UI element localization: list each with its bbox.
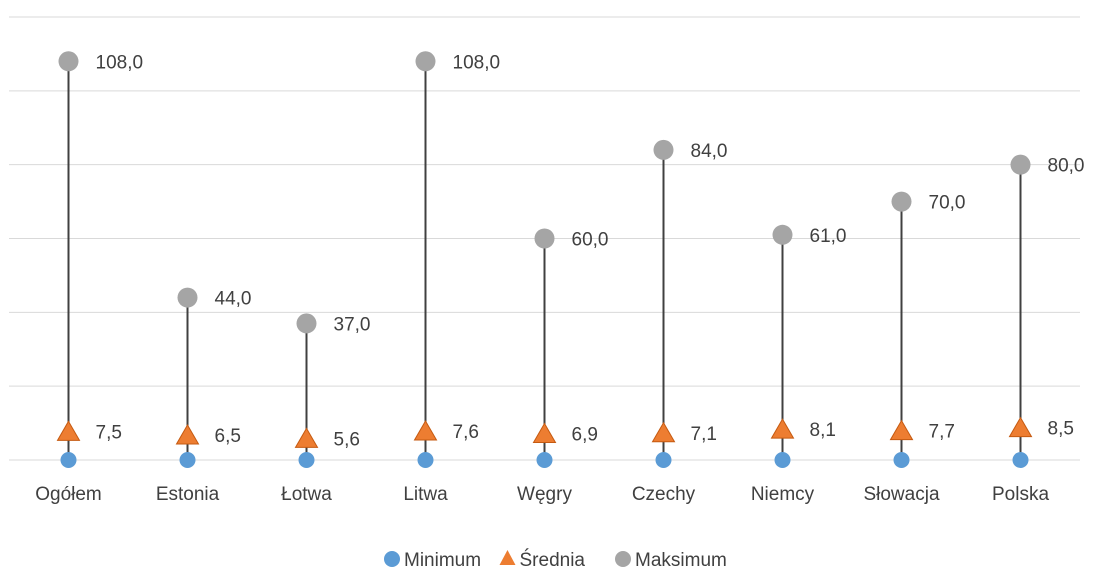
max-data-label: 61,0 [810,226,847,247]
min-marker [655,452,672,468]
avg-data-label: 7,5 [96,422,122,443]
legend-label: Minimum [404,550,481,571]
avg-marker [770,418,795,439]
data-labels: 108,0 7,5 44,0 6,5 37,0 5,6 108,0 7,6 60,0 6,9 84,… [96,52,1085,450]
avg-data-label: 8,1 [810,420,836,441]
category-label: Polska [992,484,1049,505]
avg-data-label: 7,6 [453,422,479,443]
avg-data-label: 5,6 [334,429,360,450]
min-marker [179,452,196,468]
category-label: Ogółem [35,484,102,505]
min-marker [893,452,910,468]
max-data-label: 108,0 [96,52,144,73]
legend-circle-marker [384,551,400,567]
data-markers [56,51,1033,468]
avg-data-label: 7,1 [691,424,717,445]
avg-marker [651,421,676,443]
min-marker [417,452,434,468]
max-data-label: 80,0 [1048,156,1085,177]
category-label: Litwa [403,484,448,505]
max-marker [891,191,912,212]
min-marker [536,452,553,468]
avg-marker [889,419,914,441]
max-marker [296,313,317,334]
legend: Minimum Średnia Maksimum [384,549,727,571]
avg-marker [175,424,200,445]
legend-label: Średnia [520,549,586,571]
max-data-label: 60,0 [572,230,609,251]
avg-data-label: 7,7 [929,422,955,443]
category-axis-labels: Ogółem Estonia Łotwa Litwa Węgry Czechy Niemcy… [35,484,1049,505]
max-data-label: 37,0 [334,314,371,335]
avg-marker [1008,416,1033,438]
category-label: Łotwa [281,484,332,505]
category-label: Czechy [632,484,696,505]
max-data-label: 84,0 [691,141,728,162]
min-marker [1012,452,1029,468]
max-marker [58,51,79,72]
max-marker [415,51,436,72]
legend-triangle-marker [499,550,516,565]
avg-marker [294,427,319,448]
max-data-label: 44,0 [215,289,252,310]
category-label: Niemcy [751,484,815,505]
avg-data-label: 8,5 [1048,419,1074,440]
category-label: Estonia [156,484,220,505]
max-marker [653,139,674,160]
avg-marker [56,420,81,441]
min-marker [60,452,77,468]
category-label: Węgry [517,484,572,505]
max-marker [177,287,198,308]
max-marker [1010,154,1031,175]
max-marker [534,228,555,249]
max-data-label: 70,0 [929,193,966,214]
avg-marker [413,419,438,441]
avg-data-label: 6,5 [215,426,241,447]
min-marker [774,452,791,468]
avg-data-label: 6,9 [572,425,598,446]
min-marker [298,452,315,468]
legend-label: Maksimum [635,550,727,571]
category-label: Słowacja [863,484,939,505]
legend-circle-marker [615,551,631,567]
max-marker [772,224,793,245]
max-data-label: 108,0 [453,52,501,73]
avg-marker [532,422,557,444]
high-low-lines [67,61,1022,460]
